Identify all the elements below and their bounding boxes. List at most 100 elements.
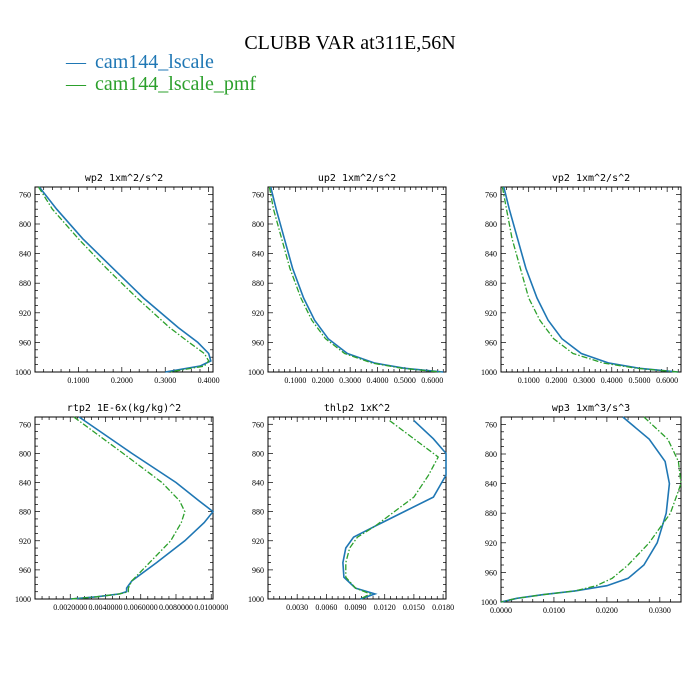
panel-up2: up2 1xm^2/s^2 760 800 840 880 920 960 1000 0.10… bbox=[248, 173, 447, 385]
legend-mark-cam144-lscale: — bbox=[65, 51, 87, 73]
y-tick-label: 800 bbox=[19, 220, 31, 229]
series-line-cam144-lscale-pmf bbox=[70, 416, 186, 600]
legend-item-cam144-lscale-pmf: — cam144_lscale_pmf bbox=[65, 73, 256, 95]
plot-frame bbox=[500, 416, 682, 603]
x-tick-label: 0.0150 bbox=[403, 603, 425, 612]
y-tick-label: 960 bbox=[252, 566, 264, 575]
y-tick-label: 880 bbox=[485, 279, 497, 288]
y-tick-label: 1000 bbox=[481, 368, 497, 377]
panel-title: vp2 1xm^2/s^2 bbox=[552, 173, 630, 184]
y-tick-label: 1000 bbox=[248, 368, 264, 377]
legend-label-cam144-lscale: cam144_lscale bbox=[95, 51, 214, 73]
x-tick-label: 0.1000 bbox=[67, 376, 89, 385]
y-tick-label: 800 bbox=[19, 449, 31, 458]
series-line-cam144-lscale-pmf bbox=[37, 186, 210, 373]
y-tick-label: 760 bbox=[252, 190, 264, 199]
x-tick-label: 0.0020000 bbox=[53, 603, 87, 612]
panel-rtp2: rtp2 1E-6x(kg/kg)^2 760 800 840 880 920 960 10… bbox=[15, 403, 228, 612]
y-tick-label: 880 bbox=[485, 509, 497, 518]
y-tick-label: 920 bbox=[252, 537, 264, 546]
y-tick-label: 1000 bbox=[15, 368, 31, 377]
y-tick-label: 960 bbox=[19, 338, 31, 347]
panel-vp2: vp2 1xm^2/s^2 760 800 840 880 920 960 1000 0.10… bbox=[481, 173, 682, 385]
y-tick-label: 1000 bbox=[248, 595, 264, 604]
x-tick-label: 0.3000 bbox=[573, 376, 595, 385]
y-tick-label: 960 bbox=[252, 338, 264, 347]
y-tick-label: 920 bbox=[19, 309, 31, 318]
plot-frame bbox=[267, 416, 447, 600]
x-tick-label: 0.2000 bbox=[312, 376, 334, 385]
x-tick-label: 0.4000 bbox=[367, 376, 389, 385]
series-line-cam144-lscale-pmf bbox=[501, 186, 679, 373]
series-line-cam144-lscale-pmf bbox=[500, 416, 682, 603]
y-tick-label: 1000 bbox=[481, 598, 497, 607]
x-tick-label: 0.6000 bbox=[421, 376, 443, 385]
series-line-cam144-lscale-pmf bbox=[345, 420, 440, 600]
x-tick-label: 0.0060000 bbox=[124, 603, 158, 612]
y-tick-label: 760 bbox=[252, 420, 264, 429]
x-tick-label: 0.0080000 bbox=[159, 603, 193, 612]
x-tick-label: 0.4000 bbox=[198, 376, 220, 385]
x-tick-label: 0.0180 bbox=[432, 603, 454, 612]
x-tick-label: 0.0090 bbox=[345, 603, 367, 612]
y-tick-label: 760 bbox=[19, 420, 31, 429]
y-tick-label: 800 bbox=[485, 220, 497, 229]
x-tick-label: 0.0200 bbox=[596, 606, 618, 615]
x-tick-label: 0.1000 bbox=[518, 376, 540, 385]
y-tick-label: 840 bbox=[252, 250, 264, 259]
x-tick-label: 0.0100 bbox=[543, 606, 565, 615]
y-tick-label: 840 bbox=[19, 479, 31, 488]
y-tick-label: 880 bbox=[19, 508, 31, 517]
panel-title: rtp2 1E-6x(kg/kg)^2 bbox=[67, 403, 181, 414]
y-tick-label: 840 bbox=[485, 250, 497, 259]
legend: — cam144_lscale — cam144_lscale_pmf bbox=[65, 51, 256, 95]
y-tick-label: 800 bbox=[252, 220, 264, 229]
x-tick-label: 0.3000 bbox=[339, 376, 361, 385]
y-tick-label: 920 bbox=[19, 537, 31, 546]
y-tick-label: 880 bbox=[252, 279, 264, 288]
legend-item-cam144-lscale: — cam144_lscale bbox=[65, 51, 214, 73]
y-tick-label: 800 bbox=[485, 450, 497, 459]
y-tick-label: 800 bbox=[252, 449, 264, 458]
y-tick-label: 760 bbox=[19, 190, 31, 199]
y-tick-label: 880 bbox=[19, 279, 31, 288]
x-tick-label: 0.0100000 bbox=[194, 603, 228, 612]
legend-mark-cam144-lscale-pmf: — bbox=[65, 73, 87, 95]
x-tick-label: 0.2000 bbox=[545, 376, 567, 385]
x-tick-label: 0.5000 bbox=[628, 376, 650, 385]
y-tick-label: 760 bbox=[485, 190, 497, 199]
panel-title: up2 1xm^2/s^2 bbox=[318, 173, 396, 184]
y-tick-label: 840 bbox=[252, 479, 264, 488]
x-tick-label: 0.1000 bbox=[284, 376, 306, 385]
x-tick-label: 0.0060 bbox=[315, 603, 337, 612]
y-tick-label: 960 bbox=[485, 338, 497, 347]
x-tick-label: 0.6000 bbox=[656, 376, 678, 385]
x-tick-label: 0.2000 bbox=[111, 376, 133, 385]
x-tick-label: 0.0120 bbox=[374, 603, 396, 612]
x-tick-label: 0.4000 bbox=[601, 376, 623, 385]
panel-wp2: wp2 1xm^2/s^2 760 800 840 880 920 960 1000 0.10… bbox=[15, 173, 220, 385]
plot-frame bbox=[34, 416, 214, 600]
y-tick-label: 840 bbox=[19, 250, 31, 259]
y-tick-label: 880 bbox=[252, 508, 264, 517]
y-tick-label: 960 bbox=[485, 568, 497, 577]
legend-label-cam144-lscale-pmf: cam144_lscale_pmf bbox=[95, 73, 256, 95]
plot-frame bbox=[34, 186, 214, 373]
figure-title: CLUBB VAR at311E,56N bbox=[244, 32, 455, 54]
y-tick-label: 1000 bbox=[15, 595, 31, 604]
panel-title: wp3 1xm^3/s^3 bbox=[552, 403, 630, 414]
plot-frame bbox=[267, 186, 447, 373]
y-tick-label: 920 bbox=[485, 539, 497, 548]
panel-wp3: wp3 1xm^3/s^3 760 800 840 880 920 960 10000.00… bbox=[481, 403, 682, 615]
x-tick-label: 0.0300 bbox=[649, 606, 671, 615]
y-tick-label: 920 bbox=[252, 309, 264, 318]
x-tick-label: 0.5000 bbox=[394, 376, 416, 385]
y-tick-label: 840 bbox=[485, 480, 497, 489]
y-tick-label: 920 bbox=[485, 309, 497, 318]
series-line-cam144-lscale bbox=[269, 186, 444, 373]
panel-title: wp2 1xm^2/s^2 bbox=[85, 173, 163, 184]
panel-thlp2: thlp2 1xK^2 760 800 840 880 920 960 1000 0.0030… bbox=[248, 403, 454, 612]
series-line-cam144-lscale bbox=[503, 186, 679, 373]
series-line-cam144-lscale-pmf bbox=[268, 186, 441, 373]
